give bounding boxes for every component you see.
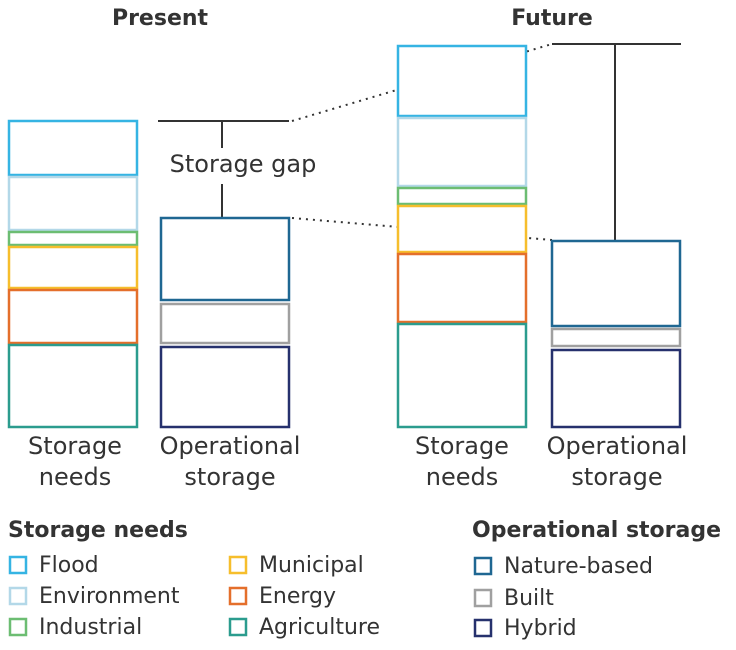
panel-title: Future: [511, 6, 593, 31]
legend-swatch: [228, 617, 248, 637]
legend-label: Municipal: [259, 553, 364, 578]
storage-segment: [396, 116, 528, 188]
column-label: Storage needs: [28, 432, 122, 491]
legend-swatch: [8, 617, 28, 637]
legend-label: Environment: [39, 584, 180, 609]
storage-segment: [396, 204, 528, 254]
legend-label: Industrial: [39, 615, 142, 640]
storage-segment: [7, 230, 139, 247]
legend-label: Nature-based: [504, 554, 653, 579]
legend-swatch: [228, 555, 248, 575]
legend-label: Energy: [259, 584, 336, 609]
gap-bracket: [158, 43, 681, 240]
storage-segment: [7, 119, 139, 177]
storage-segment: [159, 216, 291, 302]
storage-segment: [7, 343, 139, 429]
storage-segment: [159, 345, 291, 429]
storage-segment: [396, 186, 528, 206]
legend-swatch: [8, 586, 28, 606]
storage-segment: [396, 322, 528, 429]
legend-title: Storage needs: [8, 518, 188, 543]
storage-segment: [396, 44, 528, 118]
legend-swatch: [473, 618, 493, 638]
storage-segment: [550, 348, 682, 429]
storage-segment: [550, 239, 682, 328]
storage-segment: [7, 245, 139, 290]
legend-title: Operational storage: [472, 518, 721, 543]
column-label: Storage needs: [415, 432, 509, 491]
legend-label: Built: [504, 586, 554, 611]
storage-segment: [550, 327, 682, 348]
legend-swatch: [473, 556, 493, 576]
column-label: Operational storage: [159, 432, 301, 491]
legend-swatch: [228, 586, 248, 606]
column-label: Operational storage: [546, 432, 688, 491]
legend-label: Hybrid: [504, 616, 577, 641]
legend-label: Agriculture: [259, 615, 380, 640]
storage-segment: [7, 175, 139, 232]
legend-swatch: [8, 555, 28, 575]
panel-title: Present: [112, 6, 209, 31]
legend-label: Flood: [39, 553, 99, 578]
storage-segment: [7, 288, 139, 345]
legend-swatch: [473, 588, 493, 608]
storage-segment: [396, 252, 528, 324]
storage-segment: [159, 302, 291, 345]
annotation: Storage gap: [170, 150, 317, 178]
